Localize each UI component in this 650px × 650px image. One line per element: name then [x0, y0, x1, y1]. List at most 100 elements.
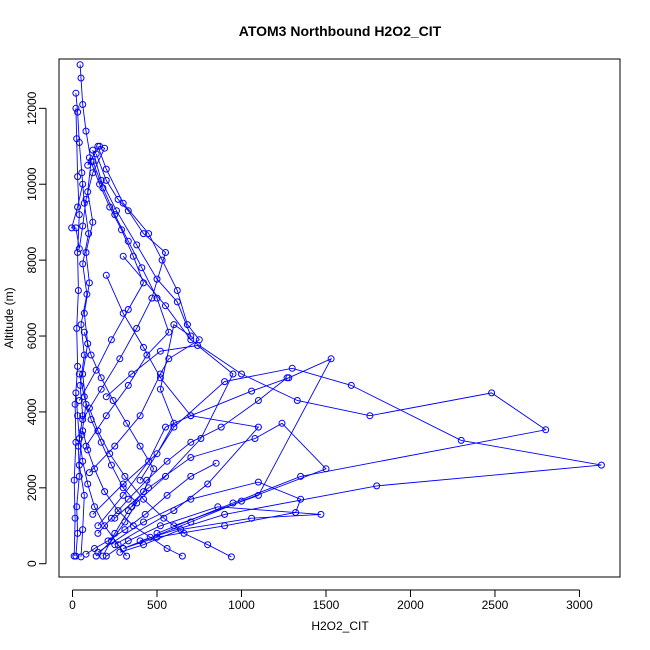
data-point — [119, 252, 127, 260]
data-point — [68, 224, 76, 232]
data-point — [102, 393, 110, 401]
data-point — [121, 526, 129, 534]
series-12 — [82, 158, 173, 450]
series-line-20 — [85, 462, 217, 555]
series-21 — [94, 374, 291, 537]
series-line-6 — [122, 256, 547, 534]
data-point — [293, 397, 301, 404]
data-point — [153, 533, 161, 541]
data-point — [79, 526, 87, 534]
series-5 — [136, 364, 605, 545]
data-point — [156, 522, 164, 530]
data-point — [89, 218, 97, 226]
data-point — [85, 279, 93, 287]
data-point — [107, 461, 115, 469]
series-1 — [72, 89, 93, 560]
data-point — [187, 438, 195, 446]
data-point — [251, 435, 259, 442]
data-point — [92, 552, 100, 560]
data-point — [72, 224, 80, 232]
data-point — [85, 404, 93, 412]
data-point — [80, 199, 88, 207]
data-point — [542, 426, 550, 434]
data-point — [457, 436, 465, 444]
y-axis: 0 2000 4000 6000 8000 10000 12000 — [25, 91, 47, 567]
data-point — [85, 469, 93, 477]
data-point — [238, 370, 245, 378]
series-line-18 — [82, 430, 183, 557]
data-point — [87, 351, 95, 359]
data-point — [146, 533, 154, 541]
data-point — [84, 161, 92, 169]
x-tick-label: 2000 — [397, 598, 424, 612]
data-point — [84, 446, 92, 454]
series-line-11 — [89, 146, 200, 473]
data-point — [153, 294, 161, 302]
series-line-17 — [75, 392, 127, 557]
data-point — [227, 553, 235, 561]
data-point — [102, 165, 110, 173]
data-point — [204, 480, 212, 488]
data-point — [84, 340, 92, 348]
data-point — [79, 416, 87, 423]
data-point — [195, 336, 203, 344]
data-point — [204, 541, 212, 549]
series-6 — [119, 252, 550, 537]
data-point — [163, 545, 171, 552]
data-point — [75, 211, 83, 219]
data-point — [83, 290, 91, 298]
data-point — [187, 472, 195, 480]
data-point — [80, 351, 88, 359]
data-point — [77, 74, 85, 82]
data-point — [221, 522, 229, 530]
series-20 — [82, 459, 220, 558]
data-point — [80, 491, 88, 499]
data-point — [129, 252, 137, 260]
data-point — [91, 465, 98, 473]
data-point — [91, 545, 98, 552]
series-13 — [79, 150, 169, 423]
data-point — [102, 271, 110, 279]
y-tick-label: 6000 — [25, 322, 39, 349]
data-point — [187, 332, 195, 340]
data-point — [74, 287, 82, 294]
data-point — [143, 351, 151, 359]
data-point — [84, 188, 92, 196]
data-point — [114, 195, 122, 203]
series-22 — [70, 104, 83, 560]
data-point — [123, 552, 131, 560]
data-point — [123, 419, 131, 427]
data-point — [187, 336, 195, 344]
data-point — [79, 101, 87, 108]
series-line-16 — [78, 373, 138, 557]
series-14 — [75, 154, 147, 404]
data-point — [141, 510, 149, 518]
data-point — [156, 347, 164, 355]
data-point — [72, 104, 80, 112]
data-point — [140, 518, 147, 526]
data-point — [121, 518, 129, 526]
data-point — [82, 127, 90, 135]
data-point — [136, 476, 144, 484]
data-point — [124, 207, 132, 215]
data-point — [74, 412, 82, 420]
data-point — [288, 364, 296, 372]
data-point — [74, 203, 82, 211]
data-point — [121, 472, 129, 480]
data-point — [162, 423, 169, 431]
data-point — [96, 180, 104, 188]
data-point — [170, 507, 178, 515]
series-line-1 — [75, 93, 90, 557]
data-point — [97, 374, 105, 382]
data-point — [163, 491, 171, 499]
data-point — [99, 552, 107, 560]
y-tick-label: 12000 — [25, 91, 39, 125]
series-line-14 — [78, 157, 144, 401]
data-point — [104, 537, 112, 545]
data-point — [145, 457, 153, 465]
data-point — [89, 510, 97, 518]
data-point — [94, 427, 102, 435]
data-point — [153, 529, 161, 537]
data-point — [72, 89, 80, 97]
data-point — [156, 385, 164, 393]
